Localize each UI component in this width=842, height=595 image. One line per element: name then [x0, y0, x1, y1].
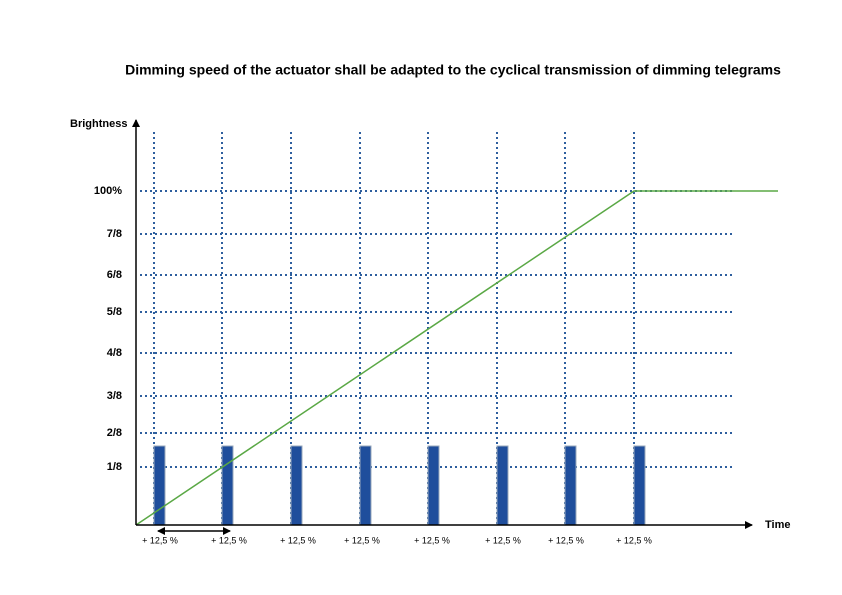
step-label: + 12,5 % [485, 535, 521, 545]
telegram-bar [564, 445, 577, 526]
telegram-bar [290, 445, 303, 526]
telegram-bar [359, 445, 372, 526]
step-label: + 12,5 % [142, 535, 178, 545]
y-level-label: 100% [94, 185, 122, 197]
brightness-curve [135, 190, 778, 526]
telegram-bar [221, 445, 234, 526]
labels: 100% 7/8 6/8 5/8 4/8 3/8 2/8 1/8 + 12,5 % + 12,5 … [94, 185, 652, 545]
telegram-bar [633, 445, 646, 526]
step-label: + 12,5 % [616, 535, 652, 545]
telegram-bar [153, 445, 166, 526]
step-label: + 12,5 % [280, 535, 316, 545]
telegram-bar [427, 445, 440, 526]
y-level-label: 6/8 [107, 269, 122, 281]
y-level-label: 3/8 [107, 390, 122, 402]
title: Dimming speed of the actuator shall be a… [125, 62, 781, 78]
y-level-label: 5/8 [107, 306, 122, 318]
telegram-bar [496, 445, 509, 526]
step-label: + 12,5 % [414, 535, 450, 545]
step-label: + 12,5 % [344, 535, 380, 545]
y-axis-label: Brightness [70, 118, 127, 130]
telegram-bars [153, 445, 646, 526]
x-axis-label: Time [765, 519, 790, 531]
y-level-label: 1/8 [107, 461, 122, 473]
y-level-label: 4/8 [107, 347, 122, 359]
y-level-label: 7/8 [107, 228, 122, 240]
step-label: + 12,5 % [211, 535, 247, 545]
step-label: + 12,5 % [548, 535, 584, 545]
y-level-label: 2/8 [107, 427, 122, 439]
